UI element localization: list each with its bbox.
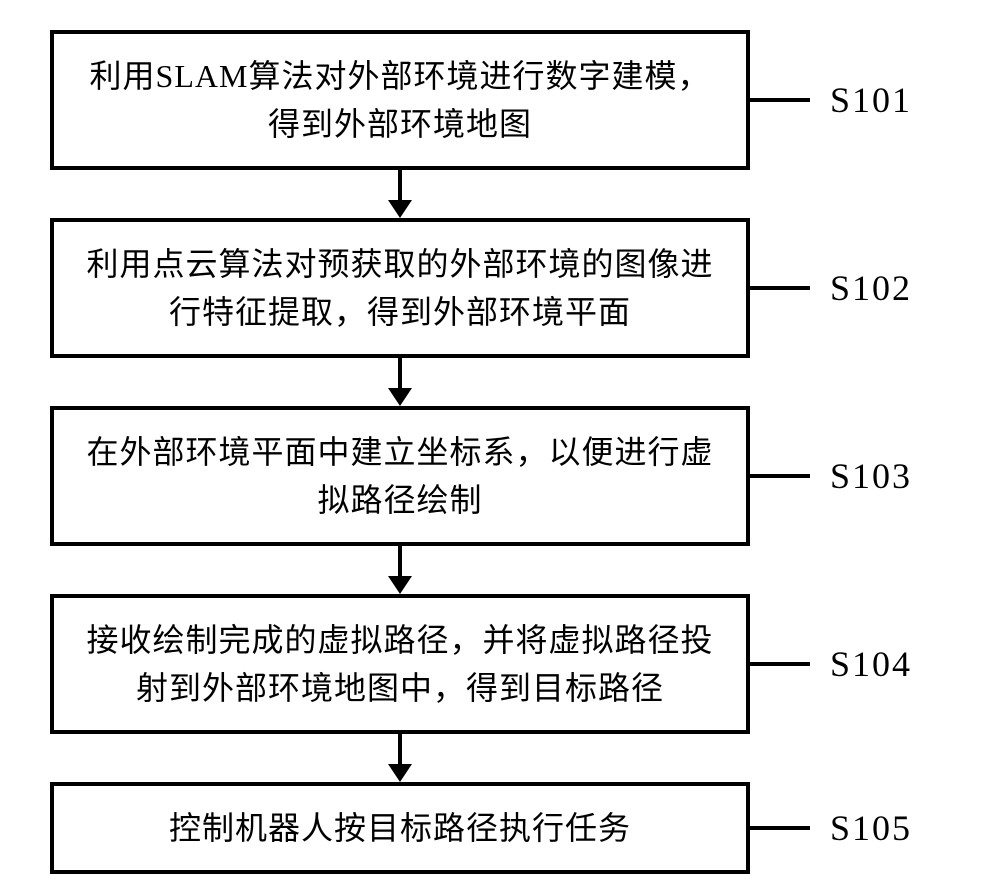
arrow-down: [50, 170, 750, 218]
step-text: 利用SLAM算法对外部环境进行数字建模，得到外部环境地图: [74, 52, 726, 148]
step-box-s104: 接收绘制完成的虚拟路径，并将虚拟路径投射到外部环境地图中，得到目标路径: [50, 594, 750, 734]
step-label-s105: S105: [830, 807, 912, 849]
arrow-line: [398, 546, 402, 580]
arrow-down: [50, 546, 750, 594]
step-row: 利用SLAM算法对外部环境进行数字建模，得到外部环境地图 S101: [50, 30, 950, 170]
arrow-head-icon: [388, 388, 412, 406]
arrow-head-icon: [388, 200, 412, 218]
step-label-s104: S104: [830, 643, 912, 685]
connector-line: [750, 474, 810, 478]
arrow-head-icon: [388, 576, 412, 594]
step-text: 控制机器人按目标路径执行任务: [169, 804, 631, 852]
connector-line: [750, 662, 810, 666]
step-label-s103: S103: [830, 455, 912, 497]
step-row: 在外部环境平面中建立坐标系，以便进行虚拟路径绘制 S103: [50, 406, 950, 546]
step-box-s102: 利用点云算法对预获取的外部环境的图像进行特征提取，得到外部环境平面: [50, 218, 750, 358]
step-text: 接收绘制完成的虚拟路径，并将虚拟路径投射到外部环境地图中，得到目标路径: [74, 616, 726, 712]
connector-line: [750, 826, 810, 830]
step-row: 控制机器人按目标路径执行任务 S105: [50, 782, 950, 874]
step-box-s101: 利用SLAM算法对外部环境进行数字建模，得到外部环境地图: [50, 30, 750, 170]
connector-line: [750, 98, 810, 102]
arrow-head-icon: [388, 764, 412, 782]
arrow-line: [398, 358, 402, 392]
step-box-s103: 在外部环境平面中建立坐标系，以便进行虚拟路径绘制: [50, 406, 750, 546]
step-label-s101: S101: [830, 79, 912, 121]
arrow-down: [50, 734, 750, 782]
arrow-line: [398, 170, 402, 204]
step-text: 利用点云算法对预获取的外部环境的图像进行特征提取，得到外部环境平面: [74, 240, 726, 336]
step-row: 接收绘制完成的虚拟路径，并将虚拟路径投射到外部环境地图中，得到目标路径 S104: [50, 594, 950, 734]
step-text: 在外部环境平面中建立坐标系，以便进行虚拟路径绘制: [74, 428, 726, 524]
arrow-down: [50, 358, 750, 406]
step-box-s105: 控制机器人按目标路径执行任务: [50, 782, 750, 874]
arrow-line: [398, 734, 402, 768]
connector-line: [750, 286, 810, 290]
step-row: 利用点云算法对预获取的外部环境的图像进行特征提取，得到外部环境平面 S102: [50, 218, 950, 358]
flowchart-container: 利用SLAM算法对外部环境进行数字建模，得到外部环境地图 S101 利用点云算法…: [50, 30, 950, 874]
step-label-s102: S102: [830, 267, 912, 309]
